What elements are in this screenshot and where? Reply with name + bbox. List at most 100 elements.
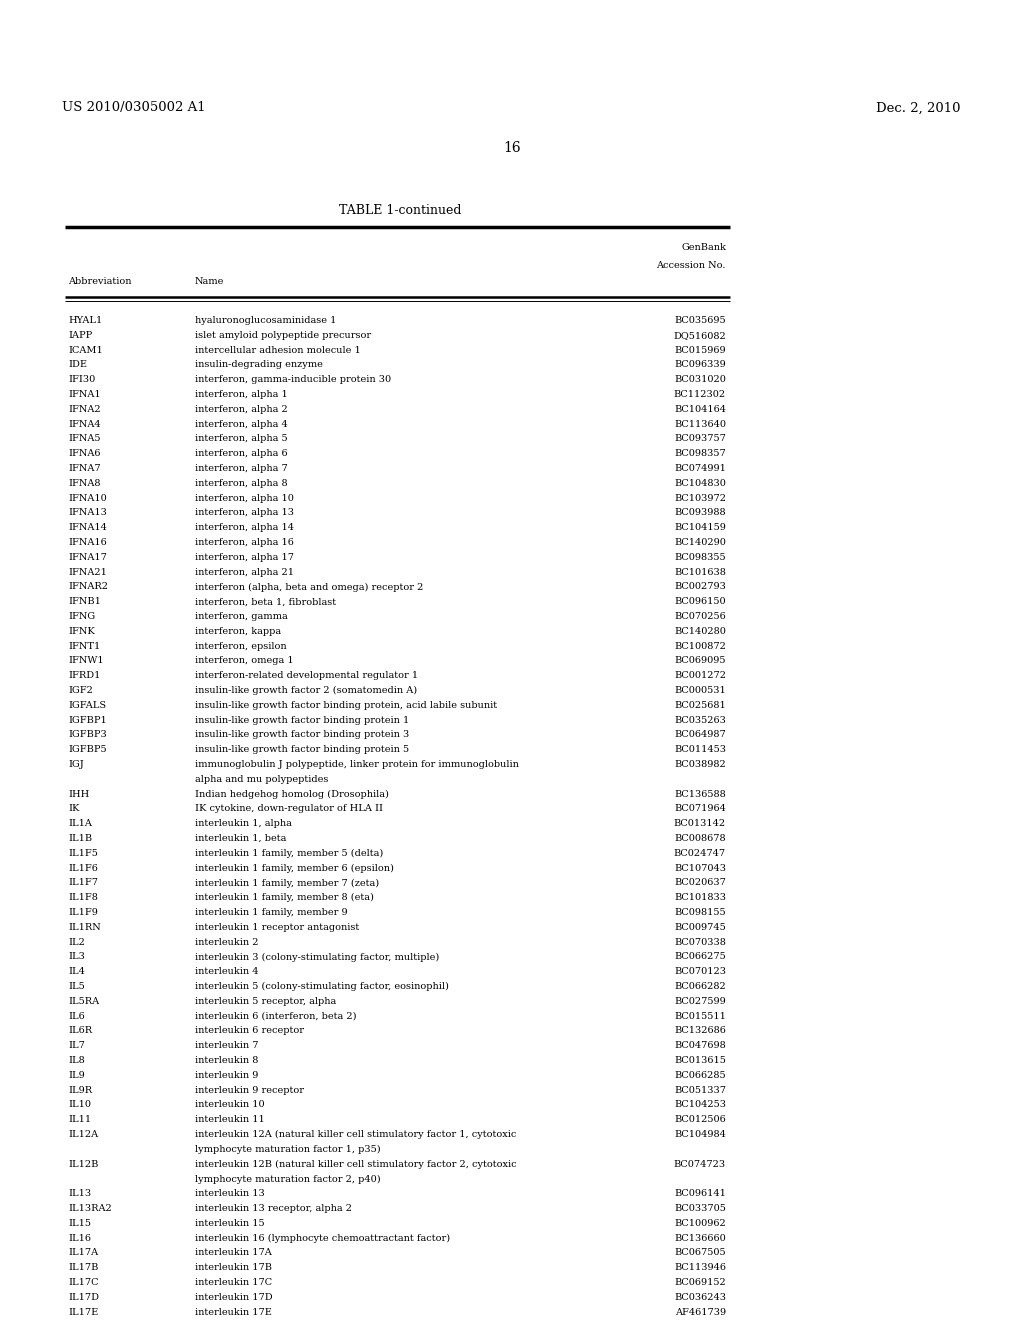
Text: IFNAR2: IFNAR2 [68,582,108,591]
Text: IFNA4: IFNA4 [68,420,100,429]
Text: interleukin 6 receptor: interleukin 6 receptor [195,1027,304,1035]
Text: Name: Name [195,277,224,286]
Text: BC020637: BC020637 [674,878,726,887]
Text: BC136588: BC136588 [674,789,726,799]
Text: BC027599: BC027599 [674,997,726,1006]
Text: interleukin 4: interleukin 4 [195,968,258,977]
Text: interferon, alpha 7: interferon, alpha 7 [195,465,288,473]
Text: BC035695: BC035695 [675,315,726,325]
Text: BC051337: BC051337 [674,1085,726,1094]
Text: insulin-like growth factor binding protein 1: insulin-like growth factor binding prote… [195,715,410,725]
Text: interleukin 16 (lymphocyte chemoattractant factor): interleukin 16 (lymphocyte chemoattracta… [195,1234,451,1242]
Text: BC074991: BC074991 [674,465,726,473]
Text: interleukin 13: interleukin 13 [195,1189,265,1199]
Text: HYAL1: HYAL1 [68,315,102,325]
Text: IFNA13: IFNA13 [68,508,106,517]
Text: BC025681: BC025681 [674,701,726,710]
Text: IFNA17: IFNA17 [68,553,106,562]
Text: IL17C: IL17C [68,1278,98,1287]
Text: IL17D: IL17D [68,1292,99,1302]
Text: immunoglobulin J polypeptide, linker protein for immunoglobulin: immunoglobulin J polypeptide, linker pro… [195,760,519,770]
Text: BC104253: BC104253 [674,1101,726,1109]
Text: IL1F6: IL1F6 [68,863,98,873]
Text: IK cytokine, down-regulator of HLA II: IK cytokine, down-regulator of HLA II [195,804,383,813]
Text: IGFBP5: IGFBP5 [68,746,106,754]
Text: IFNT1: IFNT1 [68,642,100,651]
Text: BC100962: BC100962 [674,1218,726,1228]
Text: BC093757: BC093757 [674,434,726,444]
Text: BC066282: BC066282 [674,982,726,991]
Text: IFNA10: IFNA10 [68,494,106,503]
Text: BC101833: BC101833 [674,894,726,902]
Text: BC096150: BC096150 [675,597,726,606]
Text: BC113946: BC113946 [674,1263,726,1272]
Text: interleukin 12A (natural killer cell stimulatory factor 1, cytotoxic: interleukin 12A (natural killer cell sti… [195,1130,516,1139]
Text: IL17E: IL17E [68,1308,98,1316]
Text: IFNA5: IFNA5 [68,434,100,444]
Text: interferon, alpha 13: interferon, alpha 13 [195,508,294,517]
Text: IL1F8: IL1F8 [68,894,98,902]
Text: islet amyloid polypeptide precursor: islet amyloid polypeptide precursor [195,331,371,339]
Text: interferon, alpha 21: interferon, alpha 21 [195,568,294,577]
Text: IL8: IL8 [68,1056,85,1065]
Text: interleukin 15: interleukin 15 [195,1218,264,1228]
Text: IFNK: IFNK [68,627,95,636]
Text: interleukin 1, alpha: interleukin 1, alpha [195,820,292,828]
Text: BC103972: BC103972 [674,494,726,503]
Text: BC140290: BC140290 [674,539,726,546]
Text: IL17B: IL17B [68,1263,98,1272]
Text: interleukin 1 family, member 5 (delta): interleukin 1 family, member 5 (delta) [195,849,383,858]
Text: IFNA21: IFNA21 [68,568,106,577]
Text: IL5RA: IL5RA [68,997,99,1006]
Text: IL6: IL6 [68,1011,85,1020]
Text: BC070338: BC070338 [674,937,726,946]
Text: interleukin 7: interleukin 7 [195,1041,258,1051]
Text: IL1RN: IL1RN [68,923,100,932]
Text: BC069152: BC069152 [674,1278,726,1287]
Text: interferon-related developmental regulator 1: interferon-related developmental regulat… [195,671,418,680]
Text: ICAM1: ICAM1 [68,346,102,355]
Text: IL12A: IL12A [68,1130,98,1139]
Text: IGJ: IGJ [68,760,84,770]
Text: interleukin 5 receptor, alpha: interleukin 5 receptor, alpha [195,997,336,1006]
Text: BC024747: BC024747 [674,849,726,858]
Text: BC013615: BC013615 [674,1056,726,1065]
Text: IL6R: IL6R [68,1027,92,1035]
Text: interleukin 1 family, member 7 (zeta): interleukin 1 family, member 7 (zeta) [195,878,379,887]
Text: Dec. 2, 2010: Dec. 2, 2010 [876,102,961,115]
Text: BC132686: BC132686 [674,1027,726,1035]
Text: BC012506: BC012506 [674,1115,726,1125]
Text: IK: IK [68,804,80,813]
Text: BC107043: BC107043 [674,863,726,873]
Text: interleukin 1 family, member 6 (epsilon): interleukin 1 family, member 6 (epsilon) [195,863,394,873]
Text: interferon, gamma-inducible protein 30: interferon, gamma-inducible protein 30 [195,375,391,384]
Text: interleukin 8: interleukin 8 [195,1056,258,1065]
Text: interleukin 13 receptor, alpha 2: interleukin 13 receptor, alpha 2 [195,1204,352,1213]
Text: interferon, alpha 1: interferon, alpha 1 [195,389,288,399]
Text: BC113640: BC113640 [674,420,726,429]
Text: BC066285: BC066285 [675,1071,726,1080]
Text: US 2010/0305002 A1: US 2010/0305002 A1 [62,102,206,115]
Text: lymphocyte maturation factor 2, p40): lymphocyte maturation factor 2, p40) [195,1175,381,1184]
Text: BC104159: BC104159 [674,523,726,532]
Text: BC013142: BC013142 [674,820,726,828]
Text: IFNA6: IFNA6 [68,449,100,458]
Text: insulin-like growth factor binding protein 3: insulin-like growth factor binding prote… [195,730,410,739]
Text: insulin-like growth factor 2 (somatomedin A): insulin-like growth factor 2 (somatomedi… [195,686,417,696]
Text: IL13RA2: IL13RA2 [68,1204,112,1213]
Text: GenBank: GenBank [681,243,726,252]
Text: interferon, omega 1: interferon, omega 1 [195,656,294,665]
Text: BC000531: BC000531 [674,686,726,696]
Text: IL10: IL10 [68,1101,91,1109]
Text: hyaluronoglucosaminidase 1: hyaluronoglucosaminidase 1 [195,315,336,325]
Text: IL11: IL11 [68,1115,91,1125]
Text: interferon, kappa: interferon, kappa [195,627,282,636]
Text: alpha and mu polypeptides: alpha and mu polypeptides [195,775,329,784]
Text: insulin-like growth factor binding protein, acid labile subunit: insulin-like growth factor binding prote… [195,701,497,710]
Text: BC015969: BC015969 [675,346,726,355]
Text: insulin-degrading enzyme: insulin-degrading enzyme [195,360,323,370]
Text: BC047698: BC047698 [674,1041,726,1051]
Text: BC074723: BC074723 [674,1159,726,1168]
Text: IFNA7: IFNA7 [68,465,100,473]
Text: IFNA8: IFNA8 [68,479,100,488]
